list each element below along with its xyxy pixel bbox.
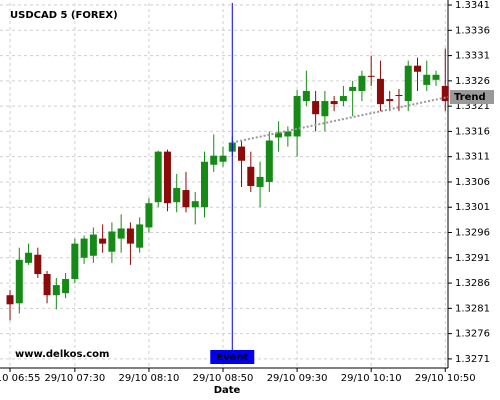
- candle-body: [302, 90, 310, 102]
- y-tick-label: 1.3321: [455, 101, 490, 112]
- candle-body: [71, 243, 79, 280]
- candle-body: [163, 151, 171, 204]
- watermark: www.delkos.com: [15, 349, 109, 360]
- x-tick-label: 29/10 06:55: [0, 373, 40, 384]
- candle-body: [173, 188, 181, 203]
- candle-body: [358, 75, 366, 91]
- candle-body: [80, 238, 88, 258]
- candle-body: [349, 86, 357, 91]
- y-tick-label: 1.3331: [455, 51, 490, 62]
- candle-body: [145, 203, 153, 228]
- candle-body: [200, 161, 208, 208]
- candle-body: [117, 228, 125, 239]
- y-tick-label: 1.3296: [455, 228, 490, 239]
- y-tick-label: 1.3281: [455, 303, 490, 314]
- x-tick-label: 29/10 08:50: [193, 373, 254, 384]
- candle-body: [43, 273, 51, 296]
- candle-body: [191, 201, 199, 208]
- candle-body: [62, 279, 70, 294]
- candle-body: [376, 78, 384, 105]
- trend-line: [232, 96, 449, 144]
- candle-body: [395, 95, 403, 97]
- candle-body: [256, 176, 264, 188]
- candle-body: [275, 132, 283, 138]
- candle-body: [89, 234, 97, 256]
- candle-body: [312, 101, 320, 115]
- trend-label: Trend: [454, 92, 486, 103]
- y-tick-label: 1.3306: [455, 177, 490, 188]
- candle-body: [126, 228, 134, 244]
- candle-body: [210, 155, 218, 165]
- y-tick-label: 1.3326: [455, 76, 490, 87]
- y-tick-label: 1.3291: [455, 253, 490, 264]
- candle-body: [52, 285, 60, 296]
- event-label: Event: [216, 352, 248, 363]
- candle-body: [404, 65, 412, 102]
- candle-body: [330, 101, 338, 105]
- x-tick-label: 29/10 10:10: [341, 373, 402, 384]
- y-tick-label: 1.3341: [455, 0, 490, 11]
- trend-label-box: [450, 90, 494, 105]
- candle-body: [99, 238, 107, 244]
- candle-body: [247, 166, 255, 187]
- candle-body: [441, 85, 449, 102]
- y-tick-label: 1.3276: [455, 329, 490, 340]
- candle-body: [413, 65, 421, 72]
- x-tick-label: 29/10 09:30: [267, 373, 328, 384]
- candle-body: [293, 96, 301, 137]
- candle-body: [108, 231, 116, 252]
- y-tick-label: 1.3271: [455, 354, 490, 365]
- y-tick-label: 1.3311: [455, 152, 490, 163]
- chart-title: USDCAD 5 (FOREX): [10, 10, 118, 21]
- candle-body: [219, 155, 227, 162]
- candle-body: [265, 140, 273, 182]
- candle-body: [284, 131, 292, 137]
- candle-body: [423, 74, 431, 85]
- candle-body: [367, 75, 375, 77]
- candle-body: [238, 146, 246, 161]
- candle-body: [25, 252, 33, 263]
- candle-body: [15, 259, 23, 304]
- candle-body: [34, 254, 42, 274]
- y-tick-label: 1.3336: [455, 25, 490, 36]
- candle-body: [6, 295, 14, 305]
- x-tick-label: 29/10 07:30: [44, 373, 105, 384]
- x-tick-label: 29/10 08:10: [119, 373, 180, 384]
- y-tick-label: 1.3316: [455, 126, 490, 137]
- candle-body: [154, 151, 162, 203]
- y-tick-label: 1.3286: [455, 278, 490, 289]
- candle-body: [386, 99, 394, 102]
- candle-body: [136, 224, 144, 248]
- candle-body: [339, 96, 347, 102]
- candle-body: [432, 74, 440, 80]
- event-label-box: [210, 350, 255, 364]
- x-axis-label: Date: [214, 385, 241, 396]
- y-tick-label: 1.3301: [455, 202, 490, 213]
- x-tick-label: 29/10 10:50: [415, 373, 476, 384]
- candle-body: [321, 101, 329, 117]
- candle-body: [182, 190, 190, 208]
